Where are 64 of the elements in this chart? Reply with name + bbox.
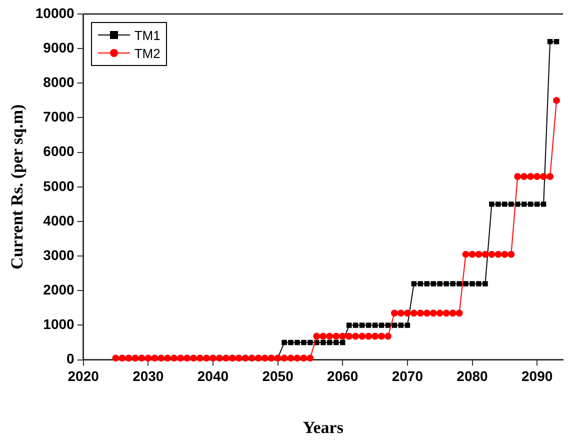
point — [294, 340, 300, 346]
point — [444, 281, 449, 286]
point — [554, 39, 560, 44]
point — [346, 322, 352, 328]
point — [476, 281, 482, 286]
point — [489, 202, 494, 207]
point — [352, 322, 358, 328]
x-tick-label: 2040 — [197, 368, 229, 384]
point — [392, 322, 398, 328]
x-axis-title: Years — [302, 418, 344, 438]
point — [411, 281, 417, 286]
point — [496, 202, 501, 207]
point — [288, 340, 294, 346]
point — [463, 281, 468, 286]
point — [308, 340, 313, 346]
legend-label: TM1 — [134, 28, 160, 42]
point — [424, 281, 430, 286]
point — [418, 281, 424, 286]
y-tick-label: 10000 — [35, 4, 75, 21]
point — [385, 322, 391, 328]
point — [456, 281, 462, 286]
point — [430, 281, 436, 286]
y-tick-label: 3000 — [43, 246, 75, 263]
point — [359, 322, 365, 328]
x-tick-label: 2030 — [132, 368, 164, 384]
x-tick-label: 2080 — [456, 368, 488, 384]
y-tick-label: 2000 — [43, 282, 75, 298]
legend-label: TM2 — [134, 46, 160, 60]
point — [502, 202, 508, 207]
y-tick-label: 4000 — [43, 212, 75, 228]
y-tick-label: 6000 — [43, 143, 75, 160]
point — [482, 281, 488, 286]
y-tick-label: 1000 — [43, 316, 75, 332]
point — [398, 322, 404, 328]
point — [366, 322, 372, 328]
x-tick-label: 2060 — [327, 368, 358, 384]
y-tick-label: 9000 — [43, 39, 75, 56]
point — [320, 340, 326, 346]
point — [450, 281, 456, 286]
point — [470, 281, 475, 286]
point — [327, 340, 332, 346]
x-tick-label: 2050 — [262, 368, 294, 384]
point — [437, 281, 442, 286]
y-tick-label: 0 — [66, 350, 75, 367]
x-tick-label: 2070 — [392, 368, 424, 384]
point — [340, 340, 346, 346]
point — [282, 340, 287, 346]
point — [334, 340, 339, 346]
point — [521, 202, 527, 207]
point — [372, 322, 378, 328]
y-tick-label: 8000 — [43, 74, 75, 90]
point — [404, 322, 410, 328]
point — [301, 340, 306, 346]
x-tick-label: 2020 — [68, 368, 100, 384]
point — [508, 202, 514, 207]
point — [534, 202, 540, 207]
point — [540, 202, 546, 207]
y-tick-label: 7000 — [43, 108, 75, 125]
point — [378, 322, 384, 328]
y-axis-title: Current Rs. (per sq.m) — [8, 104, 27, 270]
y-tick-label: 5000 — [43, 178, 75, 194]
point — [528, 202, 534, 207]
x-tick-label: 2090 — [521, 368, 553, 384]
point — [547, 39, 553, 44]
